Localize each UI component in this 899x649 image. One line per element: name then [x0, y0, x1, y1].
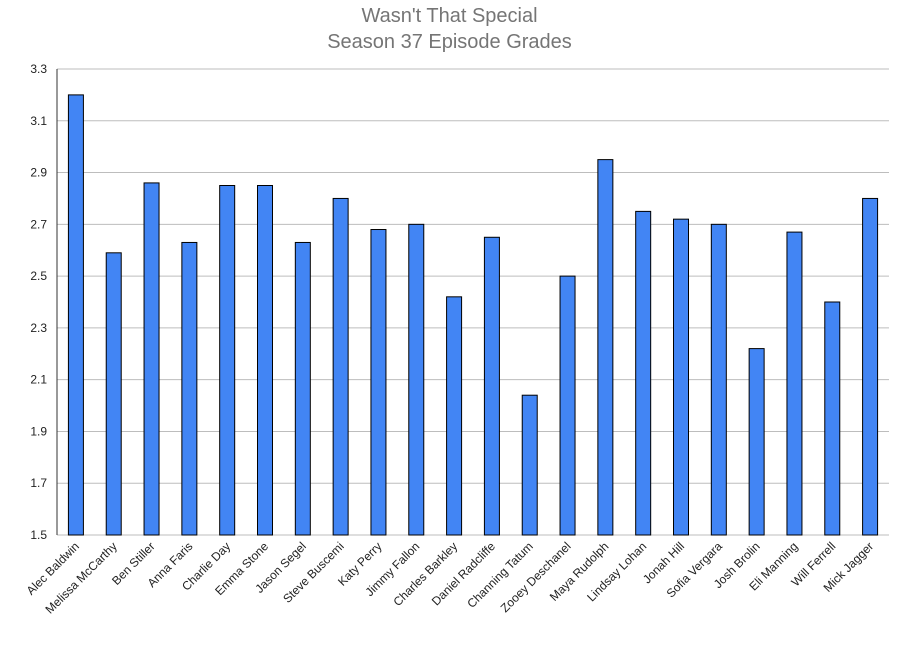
bar — [635, 210, 652, 536]
y-tick-label: 3.3 — [30, 62, 47, 76]
bar — [673, 218, 689, 536]
bar — [105, 252, 122, 536]
bar — [597, 159, 614, 536]
bar — [824, 301, 841, 536]
y-tick-label: 3.1 — [30, 114, 47, 128]
y-tick-label: 1.7 — [30, 476, 47, 490]
bar — [67, 94, 84, 536]
bar — [786, 231, 803, 536]
bar — [257, 185, 273, 536]
chart-subtitle: Season 37 Episode Grades — [327, 31, 572, 53]
y-tick-label: 2.3 — [30, 321, 47, 335]
y-tick-label: 2.9 — [30, 166, 47, 180]
x-tick-label: Channing Tatum — [464, 539, 536, 611]
y-tick-label: 2.1 — [30, 373, 47, 387]
bar — [483, 236, 500, 536]
bar — [332, 197, 349, 536]
bar — [710, 223, 727, 536]
chart-title: Wasn't That Special — [361, 5, 538, 27]
bar — [219, 185, 236, 536]
y-tick-label: 1.9 — [30, 424, 47, 438]
bar — [521, 394, 538, 536]
bar — [408, 223, 425, 536]
bar — [446, 296, 463, 536]
y-tick-label: 2.5 — [30, 269, 47, 283]
bar — [559, 275, 576, 536]
bar — [748, 348, 765, 536]
y-tick-label: 2.7 — [30, 217, 47, 231]
bar — [294, 241, 311, 536]
bar — [370, 229, 387, 536]
bar — [143, 182, 160, 536]
bar — [862, 197, 879, 536]
y-tick-label: 1.5 — [30, 528, 47, 542]
bar — [181, 241, 198, 536]
